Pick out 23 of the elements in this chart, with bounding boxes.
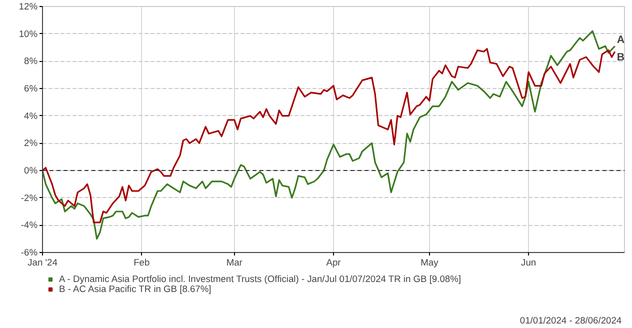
line-series: [42, 48, 616, 224]
x-tick-label: May: [420, 258, 439, 268]
y-tick-label: 2%: [24, 138, 38, 148]
annotation: A: [616, 34, 625, 46]
x-tick-label: Feb: [134, 258, 150, 268]
x-tick-label: Apr: [326, 258, 341, 268]
text: 01/01/2024 - 28/06/2024: [520, 316, 622, 326]
x-tick-label: Jan '24: [28, 258, 58, 268]
y-tick-label: 4%: [24, 110, 38, 121]
y-tick-label: -4%: [20, 220, 38, 230]
legend-label: B - AC Asia Pacific TR in GB [8.67%]: [59, 284, 212, 294]
line-series: [42, 30, 616, 240]
y-tick-label: -2%: [20, 192, 38, 203]
y-tick-label: 12%: [18, 2, 38, 12]
annotation: B: [616, 52, 625, 64]
x-tick-label: Mar: [226, 258, 242, 268]
y-tick-label: 6%: [24, 84, 38, 94]
legend-label: A - Dynamic Asia Portfolio incl. Investment Trusts (Official) - Jan/Jul 01/07/2024 TR in GB [9.08%]: [59, 274, 461, 284]
y-tick-label: 0%: [24, 166, 38, 176]
x-tick-label: Jun: [521, 258, 536, 268]
y-tick-label: 10%: [18, 28, 38, 39]
y-tick-label: 8%: [24, 56, 38, 66]
y-tick-label: -6%: [20, 248, 38, 258]
